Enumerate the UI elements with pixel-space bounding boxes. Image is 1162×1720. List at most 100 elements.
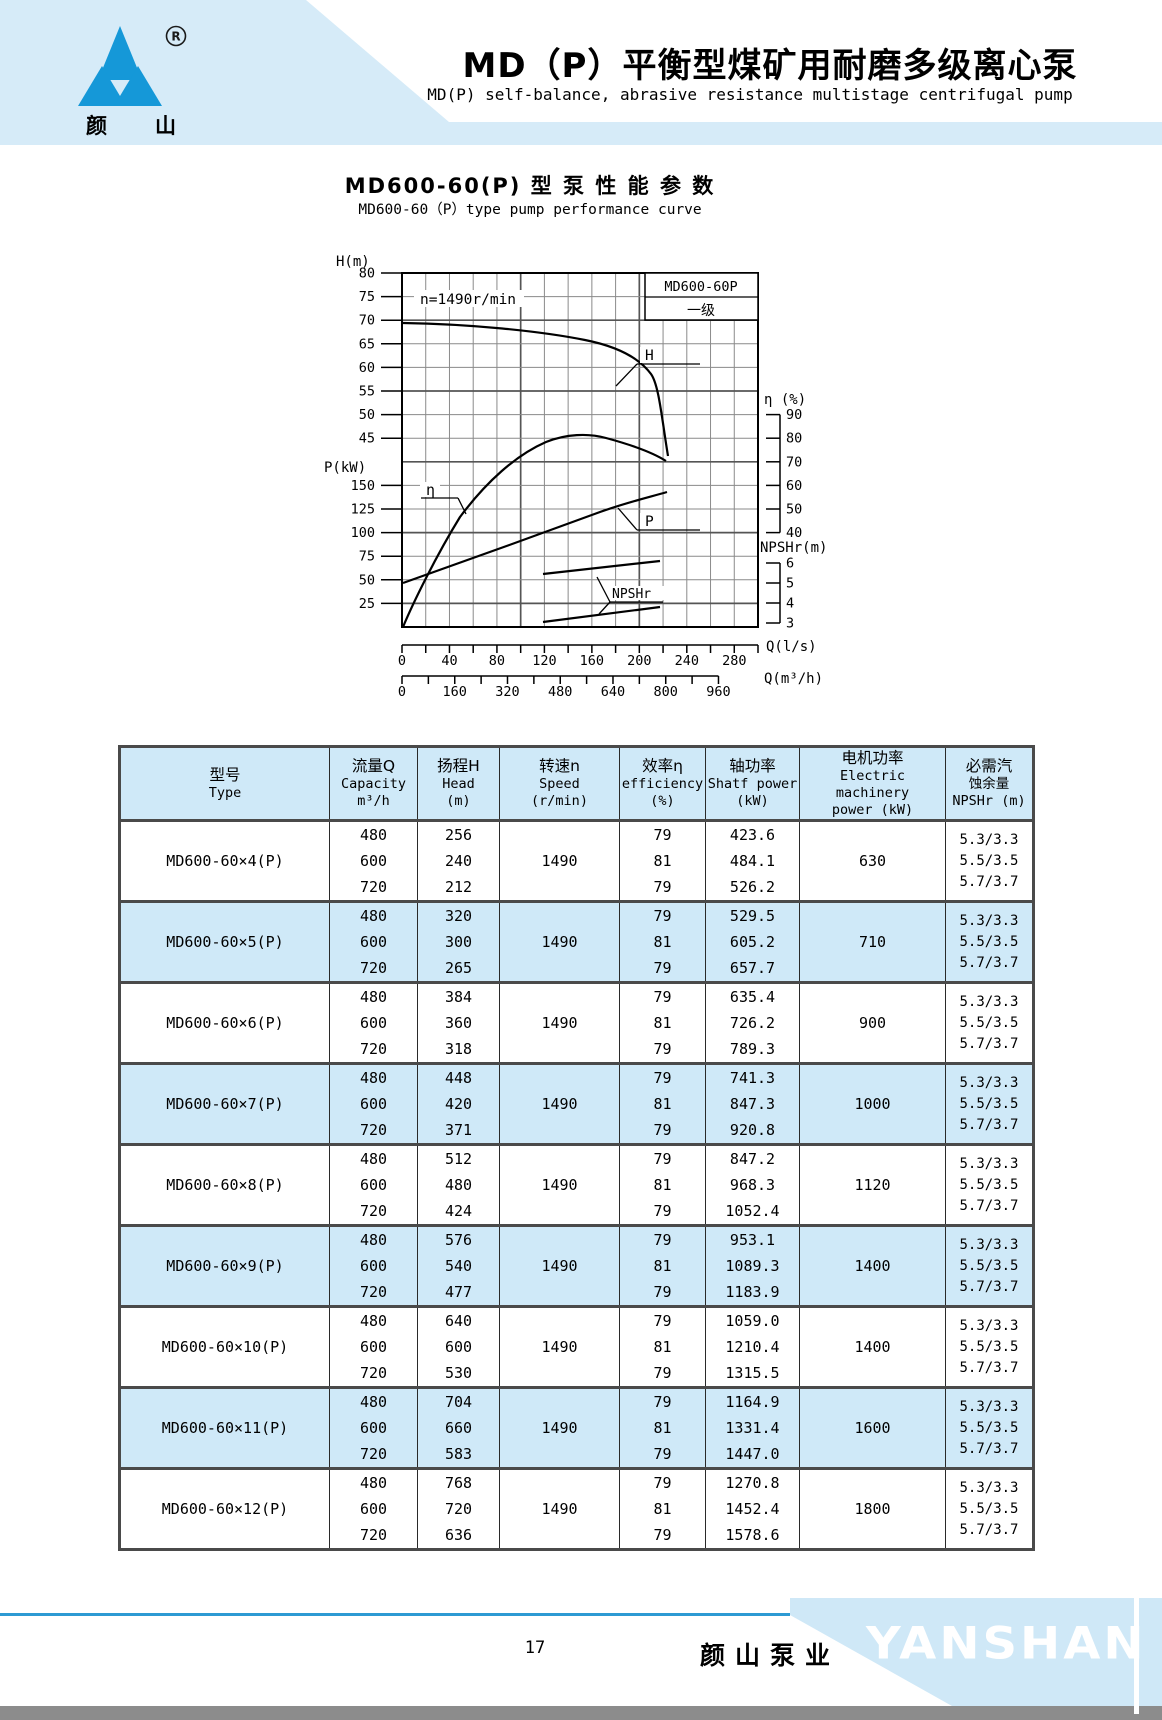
- cell-motor-power: 1400: [799, 1225, 946, 1307]
- column-header-4: 效率η efficiency (%): [619, 746, 706, 821]
- cell-npshr-value: 5.7/3.7: [959, 1440, 1019, 1457]
- p-tick-label: 150: [351, 478, 375, 494]
- cell-npshr: 5.3/3.3 5.5/3.5 5.7/3.7: [945, 901, 1034, 983]
- cell-npshr-value: 5.3/3.3: [959, 1479, 1019, 1496]
- column-header-line: 流量Q: [351, 757, 396, 775]
- cell-shaft-power-value: 1270.8: [725, 1474, 780, 1492]
- eta-tick-label: 40: [786, 525, 802, 541]
- cell-head: 256 240 212: [417, 820, 500, 902]
- eta-tick-label: 80: [786, 431, 802, 447]
- cell-capacity-value: 480: [359, 907, 388, 925]
- npshr-tick-label: 3: [786, 616, 794, 632]
- cell-shaft-power-value: 1452.4: [725, 1500, 780, 1518]
- cell-efficiency: 79 81 79: [619, 1063, 706, 1145]
- cell-npshr-value: 5.5/3.5: [959, 1176, 1019, 1193]
- cell-shaft-power-value: 1315.5: [725, 1364, 780, 1382]
- cell-motor-power: 1400: [799, 1306, 946, 1388]
- cell-npshr: 5.3/3.3 5.5/3.5 5.7/3.7: [945, 1306, 1034, 1388]
- brand-logo: R: [78, 25, 187, 106]
- cell-capacity-value: 480: [359, 988, 388, 1006]
- annotation-backing: [414, 290, 524, 307]
- qls-tick-label: 120: [532, 653, 556, 669]
- cell-shaft-power-value: 423.6: [729, 826, 776, 844]
- eta-tick-label: 90: [786, 407, 802, 423]
- cell-shaft-power: 1270.8 1452.4 1578.6: [705, 1468, 800, 1550]
- cell-head: 576 540 477: [417, 1225, 500, 1307]
- cell-capacity-value: 480: [359, 1474, 388, 1492]
- cell-motor-power: 1120: [799, 1144, 946, 1226]
- cell-head-value: 530: [444, 1364, 473, 1382]
- table-row: MD600-60×4(P) 480 600 720 256 240 212 1490 79 81 7…: [119, 820, 1034, 902]
- qls-tick-label: 240: [675, 653, 699, 669]
- cell-shaft-power-value: 526.2: [729, 878, 776, 896]
- cell-efficiency: 79 81 79: [619, 820, 706, 902]
- plot-border: [401, 272, 759, 628]
- cell-capacity-value: 600: [359, 1257, 388, 1275]
- cell-efficiency: 79 81 79: [619, 1306, 706, 1388]
- table-row: MD600-60×8(P) 480 600 720 512 480 424 1490 79 81 7…: [119, 1144, 1034, 1226]
- cell-speed: 1490: [499, 1144, 620, 1226]
- h-tick-label: 55: [359, 384, 375, 400]
- cell-capacity-value: 480: [359, 1312, 388, 1330]
- table-row: MD600-60×11(P) 480 600 720 704 660 583 1490 79 81…: [119, 1387, 1034, 1469]
- column-header-line: (m): [446, 793, 471, 809]
- cell-npshr-value: 5.3/3.3: [959, 993, 1019, 1010]
- column-header-3: 转速n Speed (r/min): [499, 746, 620, 821]
- cell-capacity-value: 720: [359, 1121, 388, 1139]
- cell-efficiency-value: 79: [653, 959, 672, 977]
- cell-head-value: 768: [444, 1474, 473, 1492]
- cell-capacity-value: 720: [359, 1202, 388, 1220]
- cell-head-value: 420: [444, 1095, 473, 1113]
- cell-efficiency: 79 81 79: [619, 982, 706, 1064]
- footer-gray-bar: [0, 1706, 1162, 1720]
- npshr-tick-label: 4: [786, 596, 794, 612]
- cell-head-value: 240: [444, 852, 473, 870]
- cell-capacity-value: 600: [359, 1338, 388, 1356]
- qls-tick-label: 80: [489, 653, 505, 669]
- cell-efficiency-value: 81: [653, 1419, 672, 1437]
- footer-brand-en: YANSHAN: [866, 1618, 1147, 1670]
- cell-shaft-power-value: 657.7: [729, 959, 776, 977]
- column-header-2: 扬程H Head (m): [417, 746, 500, 821]
- column-header-line: Capacity: [340, 776, 407, 792]
- cell-type: MD600-60×4(P): [119, 820, 330, 902]
- curve-label-P: P: [645, 514, 654, 530]
- cell-head: 320 300 265: [417, 901, 500, 983]
- cell-head-value: 660: [444, 1419, 473, 1437]
- cell-capacity: 480 600 720: [329, 901, 418, 983]
- npshr-label-backing: [608, 586, 668, 600]
- cell-efficiency-value: 79: [653, 1231, 672, 1249]
- cell-shaft-power-value: 741.3: [729, 1069, 776, 1087]
- cell-capacity: 480 600 720: [329, 1225, 418, 1307]
- cell-capacity-value: 600: [359, 1014, 388, 1032]
- p-axis-header: P(kW): [324, 460, 366, 476]
- curve-H: [402, 321, 670, 457]
- cell-efficiency-value: 79: [653, 907, 672, 925]
- cell-npshr: 5.3/3.3 5.5/3.5 5.7/3.7: [945, 982, 1034, 1064]
- cell-capacity: 480 600 720: [329, 820, 418, 902]
- cell-speed: 1490: [499, 820, 620, 902]
- column-header-line: Electric machinery: [835, 767, 910, 801]
- cell-motor-power: 1600: [799, 1387, 946, 1469]
- cell-capacity-value: 600: [359, 1176, 388, 1194]
- page-subtitle: MD(P) self-balance, abrasive resistance …: [427, 85, 1073, 104]
- performance-chart: n=1490r/min H η P NPSHr MD600-60P 一级 807: [324, 254, 827, 700]
- cell-npshr-value: 5.7/3.7: [959, 1197, 1019, 1214]
- npshr-tick-label: 5: [786, 576, 794, 592]
- cell-efficiency: 79 81 79: [619, 1387, 706, 1469]
- cell-type: MD600-60×6(P): [119, 982, 330, 1064]
- cell-capacity: 480 600 720: [329, 1387, 418, 1469]
- column-header-line: NPSHr (m): [952, 793, 1026, 809]
- cell-head-value: 256: [444, 826, 473, 844]
- cell-efficiency: 79 81 79: [619, 1225, 706, 1307]
- cell-capacity: 480 600 720: [329, 1468, 418, 1550]
- cell-npshr-value: 5.3/3.3: [959, 1317, 1019, 1334]
- cell-efficiency-value: 79: [653, 1069, 672, 1087]
- cell-speed: 1490: [499, 1225, 620, 1307]
- cell-npshr-value: 5.7/3.7: [959, 1521, 1019, 1538]
- cell-efficiency-value: 81: [653, 1257, 672, 1275]
- qls-tick-label: 200: [627, 653, 651, 669]
- speed-annotation: n=1490r/min: [420, 292, 516, 308]
- footer-accent-line: [0, 1613, 790, 1616]
- cell-type: MD600-60×11(P): [119, 1387, 330, 1469]
